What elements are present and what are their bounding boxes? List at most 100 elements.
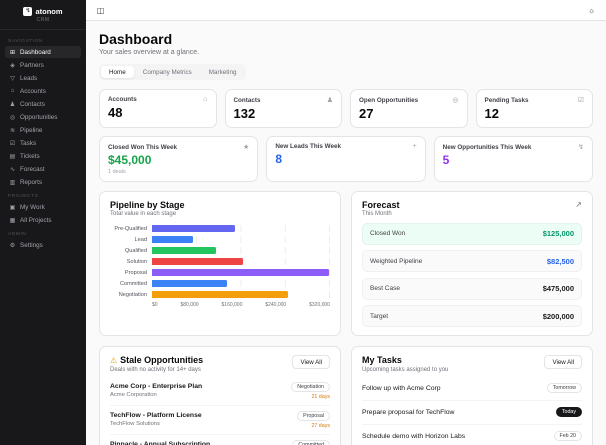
forecast-row-label: Closed Won <box>370 230 406 237</box>
bar-row-proposal: Proposal <box>110 269 330 276</box>
sidebar-item-leads[interactable]: ▽ Leads <box>5 72 81 84</box>
forecast-card-title: Forecast <box>362 199 400 210</box>
warning-triangle-icon: ⚠ <box>110 356 118 365</box>
bar-track <box>152 280 330 287</box>
sidebar-item-reports[interactable]: ▥ Reports <box>5 176 81 188</box>
topbar: ◫ ☼ <box>86 0 606 21</box>
bar-proposal <box>152 269 329 276</box>
page-subtitle: Your sales overview at a glance. <box>99 49 200 56</box>
charts-row: Pipeline by Stage Total value in each st… <box>99 190 593 336</box>
stale-row-pinnacle-annual-subscription[interactable]: Pinnacle - Annual SubscriptionPinnacle I… <box>110 435 330 445</box>
bar-track <box>152 225 330 232</box>
forecast-row-label: Target <box>370 312 389 320</box>
task-title: Schedule demo with Horizon Labs <box>362 432 466 440</box>
task-title: Prepare proposal for TechFlow <box>362 408 455 416</box>
theme-toggle-button[interactable]: ☼ <box>585 4 598 17</box>
brand: ↯ atonom CRM <box>0 0 86 30</box>
tab-marketing[interactable]: Marketing <box>201 66 245 78</box>
bar-row-pre-qualified: Pre-Qualified <box>110 225 330 232</box>
opportunity-title: Acme Corp - Enterprise Plan <box>110 383 203 391</box>
bar-category-label: Negotiation <box>118 291 147 298</box>
days-stale-label: 27 days <box>311 422 330 429</box>
stat-row: Accounts ⌂ 48 Contacts ♟ 132 Open Opportunitie… <box>99 89 593 128</box>
bar-category-label: Lead <box>134 236 147 243</box>
sidebar-item-opportunities[interactable]: ◎ Opportunities <box>5 111 81 123</box>
tasks-view-all-button[interactable]: View All <box>544 355 582 369</box>
bar-pre-qualified <box>152 225 235 232</box>
x-axis-tick: $240,000 <box>265 302 287 308</box>
sidebar-nav: Navigation ⊞ Dashboard ◈ Partners ▽ Leads ⌂ Acco… <box>0 30 86 255</box>
stat-card-header: Open Opportunities ◎ <box>359 96 459 105</box>
sidebar-item-label: Accounts <box>20 87 46 95</box>
bar-category-label: Pre-Qualified <box>114 225 147 232</box>
sidebar-item-settings[interactable]: ⚙ Settings <box>5 239 81 251</box>
page-title: Dashboard <box>99 31 173 47</box>
tab-company-metrics[interactable]: Company Metrics <box>135 66 200 78</box>
stat-card-header: Pending Tasks ☑ <box>485 96 585 105</box>
sidebar-item-accounts[interactable]: ⌂ Accounts <box>5 85 81 97</box>
stale-list: Acme Corp - Enterprise Plan Acme Corporat… <box>110 377 330 445</box>
sidebar-item-label: Partners <box>20 61 44 69</box>
stat-card-accounts: Accounts ⌂ 48 <box>99 89 217 128</box>
my-tasks-card: My Tasks Upcoming tasks assigned to you … <box>351 346 593 445</box>
sidebar-item-my-work[interactable]: ▣ My Work <box>5 201 81 213</box>
sidebar-section-admin: Admin <box>8 232 27 237</box>
stat-card-pending-tasks: Pending Tasks ☑ 12 <box>475 89 593 128</box>
sidebar-item-partners[interactable]: ◈ Partners <box>5 59 81 71</box>
stat-label: Closed Won This Week <box>108 143 178 151</box>
stale-title-text: Stale Opportunities <box>120 355 204 365</box>
stale-card-title: ⚠ Stale Opportunities <box>110 355 203 365</box>
weekly-stat-row: Closed Won This Week ★ $45,000 1 deals New L… <box>99 136 593 182</box>
sidebar-item-contacts[interactable]: ♟ Contacts <box>5 98 81 110</box>
sidebar-item-dashboard[interactable]: ⊞ Dashboard <box>5 46 81 58</box>
stat-card-header: Closed Won This Week ★ <box>108 143 250 152</box>
bar-row-negotiation: Negotiation <box>110 291 330 298</box>
brand-sub: CRM <box>36 17 50 23</box>
bar-row-committed: Committed <box>110 280 330 287</box>
forecast-row-best-case: Best Case $475,000 <box>362 277 582 300</box>
stat-card-header: New Leads This Week + <box>275 143 416 150</box>
task-row-schedule-demo-with-horizon-labs[interactable]: Schedule demo with Horizon Labs Feb 20 <box>362 425 582 445</box>
pipeline-card-subtitle: Total value in each stage <box>110 211 177 217</box>
stat-label: Accounts <box>108 96 137 103</box>
my-work-icon: ▣ <box>9 204 16 211</box>
sidebar-item-forecast[interactable]: ∿ Forecast <box>5 163 81 175</box>
stale-row-techflow-platform-license[interactable]: TechFlow - Platform License TechFlow Solu… <box>110 406 330 435</box>
sidebar-item-label: Opportunities <box>20 113 58 121</box>
task-row-follow-up-with-acme-corp[interactable]: Follow up with Acme Corp Tomorrow <box>362 377 582 401</box>
opportunity-company: TechFlow Solutions <box>110 420 160 427</box>
pipeline-icon: ≋ <box>9 127 16 134</box>
tab-home[interactable]: Home <box>101 66 134 78</box>
sidebar-item-tasks[interactable]: ☑ Tasks <box>5 137 81 149</box>
task-title: Follow up with Acme Corp <box>362 384 441 392</box>
sidebar-toggle-button[interactable]: ◫ <box>94 4 107 17</box>
stat-card-header: Accounts ⌂ <box>108 96 208 103</box>
sidebar-item-label: Forecast <box>20 165 45 173</box>
stat-sub-label <box>275 168 416 174</box>
sidebar-item-pipeline[interactable]: ≋ Pipeline <box>5 124 81 136</box>
stat-card-closed-won-this-week: Closed Won This Week ★ $45,000 1 deals <box>99 136 259 182</box>
stale-view-all-button[interactable]: View All <box>292 355 330 369</box>
brand-name: atonom <box>35 7 63 16</box>
stat-value: 48 <box>108 105 123 120</box>
sidebar-item-tickets[interactable]: ▤ Tickets <box>5 150 81 162</box>
target-icon: ◎ <box>9 114 16 121</box>
bar-lead <box>152 236 194 243</box>
zap-icon: ↯ <box>578 144 584 151</box>
opportunity-title: TechFlow - Platform License <box>110 412 202 420</box>
bar-negotiation <box>152 291 288 298</box>
users-icon: ♟ <box>9 101 16 108</box>
forecast-row-closed-won: Closed Won $125,000 <box>362 222 582 245</box>
stat-label: New Opportunities This Week <box>442 143 532 151</box>
trophy-icon: ★ <box>243 144 250 151</box>
stat-card-new-leads-this-week: New Leads This Week +8 <box>266 136 426 182</box>
sidebar-item-all-projects[interactable]: ▦ All Projects <box>5 214 81 226</box>
x-axis-tick: $80,000 <box>180 302 199 308</box>
bar-row-lead: Lead <box>110 236 330 243</box>
pipeline-x-axis: $0 $80,000 $160,000 $240,000 $320,000 <box>152 302 330 308</box>
stale-row-meta: Proposal 27 days <box>297 410 330 429</box>
bar-category-label: Solution <box>126 258 147 265</box>
stale-row-acme-corp-enterprise-plan[interactable]: Acme Corp - Enterprise Plan Acme Corporat… <box>110 377 330 406</box>
task-row-prepare-proposal-for-techflow[interactable]: Prepare proposal for TechFlow Today <box>362 401 582 425</box>
